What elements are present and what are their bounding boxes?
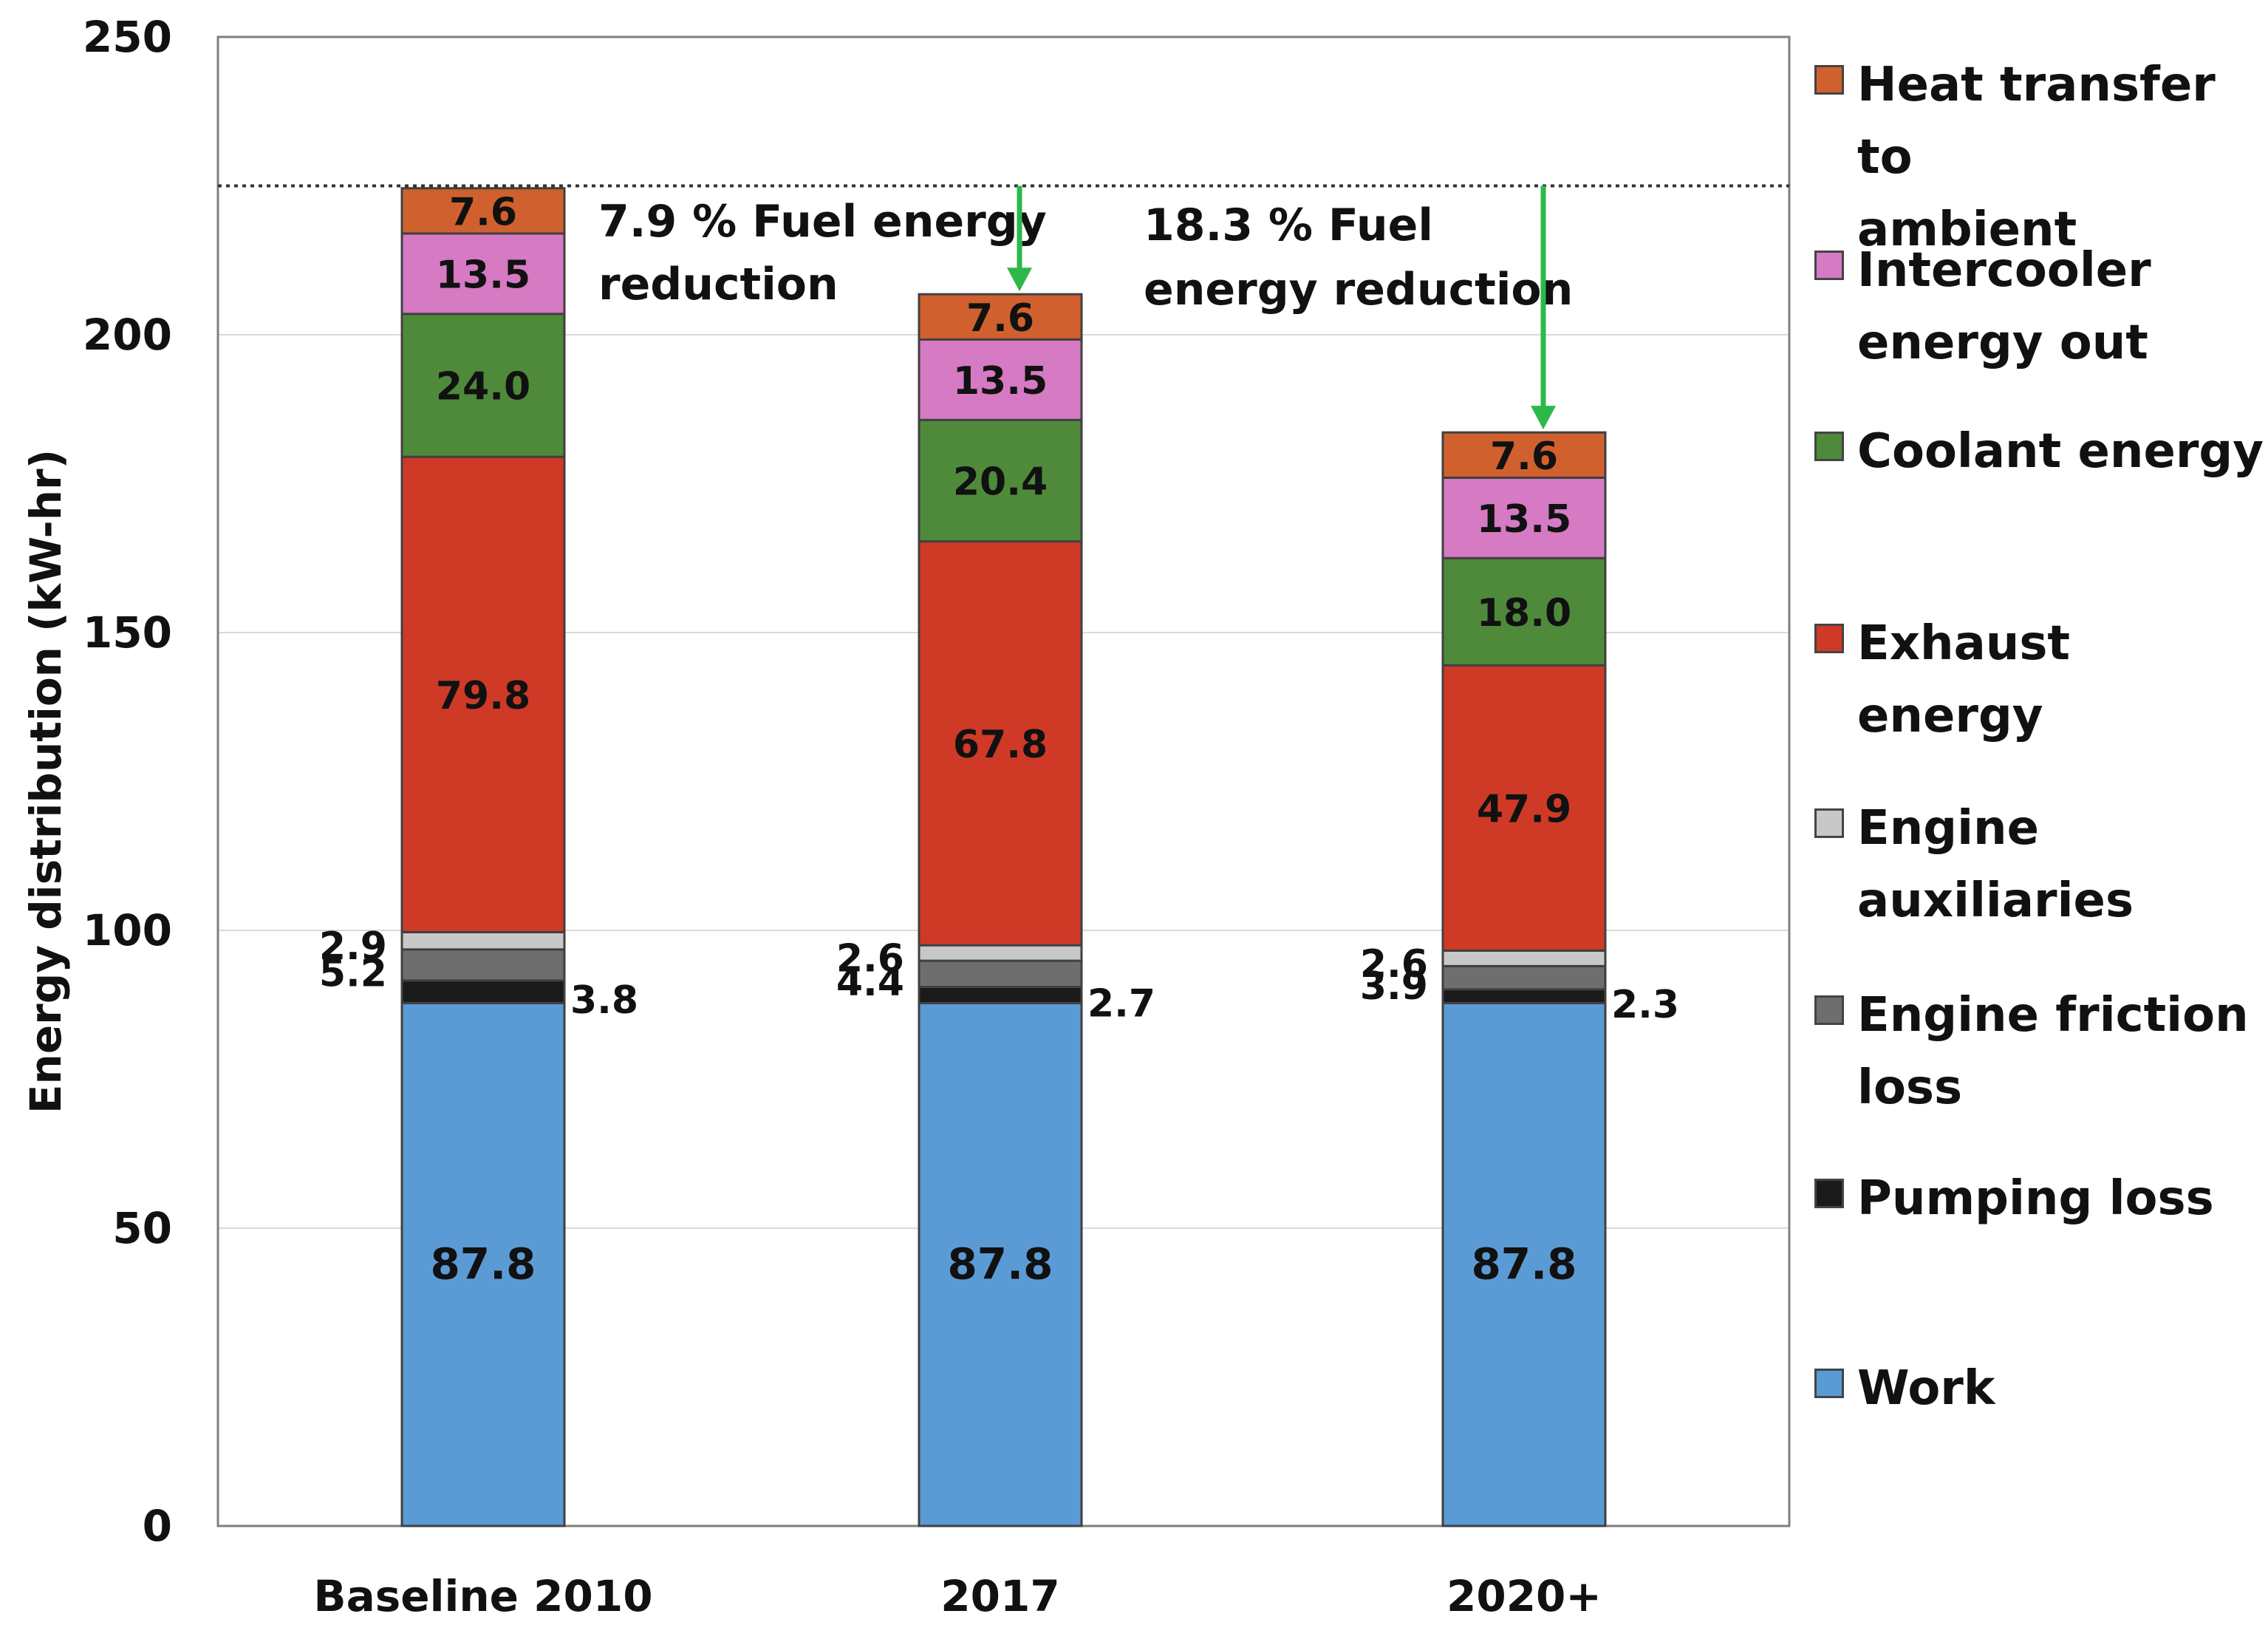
legend-swatch: [1814, 432, 1844, 461]
legend-item-auxiliaries: Engine auxiliaries: [1814, 792, 2268, 937]
legend-label: Engine auxiliaries: [1857, 801, 2134, 928]
legend-label: Heat transfer to ambient: [1857, 58, 2216, 257]
bar-segment: [1441, 476, 1607, 559]
bar-segment: [918, 1001, 1083, 1527]
legend-item-pumping: Pumping loss: [1814, 1162, 2268, 1235]
data-label: 3.8: [570, 978, 638, 1023]
data-label: 20.4: [953, 460, 1048, 504]
legend-label: Coolant energy: [1857, 424, 2264, 479]
data-label: 2.6: [836, 937, 904, 981]
data-label: 2.9: [319, 924, 387, 969]
bar-segment: [400, 313, 566, 458]
y-tick-label: 100: [83, 905, 172, 955]
bar-segment: [400, 232, 566, 316]
legend: Heat transfer to ambient Intercooler ene…: [1814, 0, 2268, 1625]
legend-label: Exhaust energy: [1857, 616, 2070, 743]
y-tick-label: 200: [83, 310, 172, 360]
x-tick-label: Baseline 2010: [313, 1571, 652, 1621]
bar-segment: [1441, 431, 1607, 479]
data-label: 47.9: [1477, 787, 1571, 831]
annotation-arrowhead: [1007, 268, 1032, 292]
data-label: 13.5: [1477, 497, 1571, 542]
data-label: 18.0: [1477, 591, 1571, 636]
legend-item-work: Work: [1814, 1352, 2268, 1425]
data-label: 7.6: [449, 190, 517, 234]
data-label: 3.9: [1360, 964, 1428, 1009]
legend-swatch: [1814, 995, 1844, 1025]
bar-segment: [1441, 964, 1607, 991]
x-tick-label: 2020+: [1446, 1571, 1602, 1621]
x-tick-label: 2017: [940, 1571, 1059, 1621]
data-label: 2.7: [1087, 981, 1155, 1026]
bar-segment: [918, 986, 1083, 1004]
data-label: 7.6: [966, 296, 1034, 341]
bar-segment: [400, 187, 566, 235]
legend-label: Work: [1857, 1361, 1995, 1416]
annotation-arrowhead: [1531, 406, 1556, 430]
annotation-text: reduction: [598, 259, 838, 310]
legend-item-coolant: Coolant energy: [1814, 415, 2268, 488]
annotation-text: energy reduction: [1144, 264, 1573, 316]
legend-swatch: [1814, 624, 1844, 653]
data-label: 4.4: [836, 961, 904, 1005]
bar-segment: [400, 979, 566, 1004]
data-label: 13.5: [953, 359, 1048, 403]
legend-item-intercooler: Intercooler energy out: [1814, 234, 2268, 379]
data-label: 87.8: [430, 1239, 536, 1289]
legend-swatch: [1814, 808, 1844, 838]
legend-item-heat-transfer: Heat transfer to ambient: [1814, 49, 2268, 266]
bar-segment: [1441, 949, 1607, 967]
bar-segment: [918, 944, 1083, 962]
legend-label: Engine friction loss: [1857, 988, 2249, 1115]
y-tick-label: 0: [143, 1501, 172, 1551]
bar-segment: [918, 293, 1083, 341]
bar-segment: [1441, 1001, 1607, 1527]
legend-swatch: [1814, 251, 1844, 280]
bar-segment: [400, 455, 566, 933]
data-label: 13.5: [436, 253, 530, 297]
y-tick-label: 50: [112, 1203, 172, 1253]
data-label: 87.8: [947, 1239, 1053, 1289]
annotation-text: 18.3 % Fuel: [1144, 200, 1433, 251]
data-label: 79.8: [436, 674, 530, 718]
bar-segment: [918, 959, 1083, 989]
data-label: 5.2: [319, 952, 387, 996]
bar-segment: [1441, 988, 1607, 1004]
legend-swatch: [1814, 1179, 1844, 1208]
legend-label: Pumping loss: [1857, 1171, 2214, 1226]
data-label: 87.8: [1471, 1239, 1577, 1289]
legend-label: Intercooler energy out: [1857, 243, 2151, 370]
y-tick-label: 150: [83, 607, 172, 658]
legend-item-friction: Engine friction loss: [1814, 979, 2268, 1124]
data-label: 2.6: [1360, 942, 1428, 987]
legend-item-exhaust: Exhaust energy: [1814, 607, 2268, 752]
data-label: 24.0: [436, 365, 530, 409]
bar-segment: [1441, 664, 1607, 952]
bar-segment: [918, 540, 1083, 947]
bar-segment: [400, 1001, 566, 1527]
legend-swatch: [1814, 65, 1844, 95]
bar-segment: [1441, 556, 1607, 667]
y-axis-label: Energy distribution (kW-hr): [21, 449, 71, 1114]
y-tick-label: 250: [83, 12, 172, 62]
legend-swatch: [1814, 1369, 1844, 1398]
data-label: 67.8: [953, 723, 1048, 767]
data-label: 7.6: [1490, 435, 1558, 479]
bar-segment: [400, 948, 566, 982]
bar-segment: [400, 930, 566, 951]
annotation-text: 7.9 % Fuel energy: [598, 196, 1047, 248]
data-label: 2.3: [1611, 983, 1679, 1027]
